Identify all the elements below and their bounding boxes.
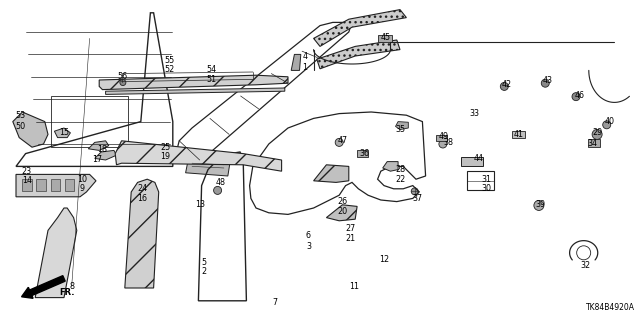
Polygon shape [51, 179, 60, 191]
Polygon shape [378, 35, 392, 42]
Polygon shape [317, 40, 400, 69]
Polygon shape [396, 122, 408, 130]
Text: 10: 10 [77, 175, 87, 184]
Text: 7: 7 [273, 298, 278, 307]
Text: 24: 24 [137, 184, 147, 193]
Text: 54: 54 [206, 65, 216, 74]
Circle shape [534, 200, 544, 211]
Polygon shape [99, 75, 288, 90]
Text: 30: 30 [481, 184, 492, 193]
Text: 48: 48 [216, 178, 226, 187]
Text: FR.: FR. [59, 288, 74, 297]
Text: 35: 35 [395, 125, 405, 134]
Text: 8: 8 [69, 282, 74, 291]
Text: 39: 39 [536, 200, 546, 209]
Text: 11: 11 [349, 282, 359, 291]
Polygon shape [106, 88, 285, 94]
Circle shape [335, 138, 343, 147]
Polygon shape [588, 139, 600, 147]
Circle shape [592, 129, 602, 140]
Text: 6: 6 [306, 231, 311, 240]
Text: 33: 33 [470, 109, 480, 118]
Text: 41: 41 [513, 130, 524, 139]
Text: 38: 38 [443, 138, 453, 147]
Text: 4: 4 [302, 52, 307, 61]
Polygon shape [35, 208, 77, 298]
Text: 17: 17 [92, 156, 102, 164]
Polygon shape [186, 157, 230, 176]
Text: 47: 47 [337, 136, 348, 145]
Polygon shape [65, 179, 74, 191]
Circle shape [541, 79, 549, 87]
FancyArrow shape [22, 276, 65, 298]
Polygon shape [22, 179, 32, 191]
Text: 55: 55 [164, 56, 175, 65]
Text: 20: 20 [337, 207, 348, 216]
Text: 13: 13 [195, 200, 205, 209]
Circle shape [412, 188, 418, 195]
Text: 50: 50 [15, 122, 26, 131]
Text: 14: 14 [22, 176, 32, 185]
Text: 51: 51 [206, 75, 216, 84]
Polygon shape [383, 162, 398, 171]
Text: 34: 34 [587, 140, 597, 148]
Text: 23: 23 [22, 167, 32, 176]
Text: 21: 21 [346, 234, 356, 243]
Text: 44: 44 [474, 154, 484, 163]
Polygon shape [16, 174, 96, 197]
Text: 52: 52 [164, 65, 175, 74]
Text: 1: 1 [302, 63, 307, 72]
Polygon shape [314, 10, 406, 46]
Text: 27: 27 [346, 224, 356, 233]
Polygon shape [36, 179, 46, 191]
Polygon shape [326, 205, 357, 221]
Polygon shape [115, 141, 282, 171]
Text: 5: 5 [201, 258, 206, 267]
Text: 43: 43 [543, 76, 553, 85]
Circle shape [439, 140, 447, 148]
Text: 25: 25 [160, 143, 170, 152]
Circle shape [572, 92, 580, 100]
Polygon shape [125, 179, 159, 288]
Text: 9: 9 [79, 184, 84, 193]
Polygon shape [54, 128, 70, 138]
Polygon shape [95, 150, 116, 160]
Text: 53: 53 [15, 111, 26, 120]
Polygon shape [88, 141, 109, 150]
Polygon shape [291, 54, 301, 70]
Text: 15: 15 [59, 128, 69, 137]
Polygon shape [13, 112, 48, 147]
Polygon shape [461, 157, 483, 166]
Circle shape [500, 82, 508, 90]
Polygon shape [314, 165, 349, 182]
Text: 49: 49 [439, 132, 449, 141]
Text: 18: 18 [97, 145, 108, 154]
Text: 40: 40 [604, 117, 614, 126]
Text: 2: 2 [201, 268, 206, 276]
Text: 32: 32 [580, 261, 591, 270]
Text: 45: 45 [380, 33, 390, 42]
Circle shape [214, 186, 221, 194]
Text: 36: 36 [360, 149, 370, 158]
Text: 22: 22 [395, 175, 405, 184]
Text: 28: 28 [395, 165, 405, 174]
Text: 37: 37 [412, 194, 422, 203]
Text: 16: 16 [137, 194, 147, 203]
Polygon shape [512, 131, 525, 138]
Text: 26: 26 [337, 197, 348, 206]
Text: 29: 29 [592, 128, 602, 137]
Text: 56: 56 [118, 72, 128, 81]
Text: 12: 12 [379, 255, 389, 264]
Text: 3: 3 [306, 242, 311, 251]
Text: TK84B4920A: TK84B4920A [586, 303, 635, 312]
Text: 31: 31 [481, 175, 492, 184]
Polygon shape [357, 150, 368, 157]
Text: 19: 19 [160, 152, 170, 161]
Circle shape [120, 80, 126, 85]
Text: 46: 46 [574, 92, 584, 100]
Circle shape [603, 121, 611, 129]
Polygon shape [436, 135, 447, 141]
Text: 42: 42 [502, 80, 512, 89]
